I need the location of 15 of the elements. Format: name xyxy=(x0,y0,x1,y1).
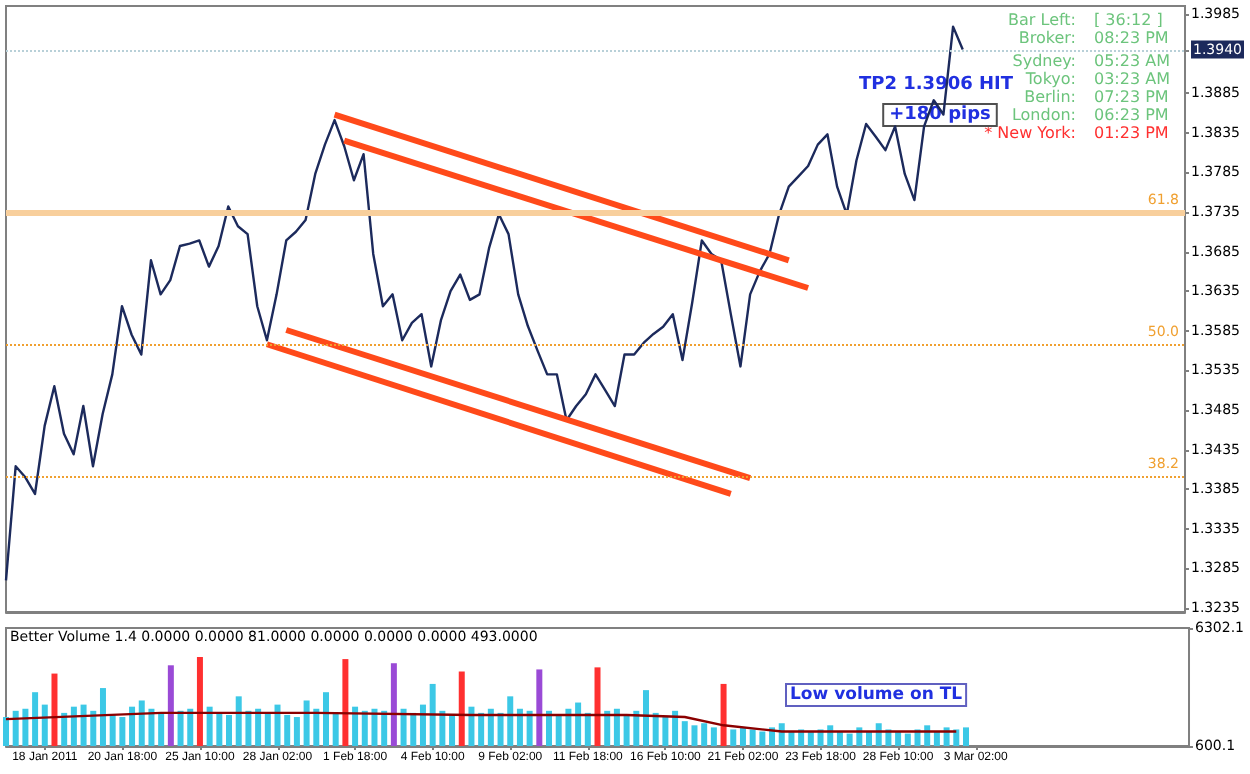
annotation: 08:23 PM xyxy=(1094,29,1169,47)
annotation: 01:23 PM xyxy=(1094,124,1169,142)
annotation: Bar Left: xyxy=(1008,11,1076,29)
annotation: Berlin: xyxy=(1024,88,1076,106)
annotation: 07:23 PM xyxy=(1094,88,1169,106)
annotation: 06:23 PM xyxy=(1094,106,1169,124)
annotation: Tokyo: xyxy=(1023,70,1076,88)
annotation: 05:23 AM xyxy=(1094,52,1171,70)
annotation: London: xyxy=(1011,106,1076,124)
annotation: Broker: xyxy=(1018,29,1076,47)
annotation: Sydney: xyxy=(1012,52,1076,70)
annotation: [ 36:12 ] xyxy=(1094,11,1163,29)
line-series xyxy=(4,711,958,733)
annotation: Low volume on TL xyxy=(790,685,964,705)
annotation: 03:23 AM xyxy=(1094,70,1171,88)
